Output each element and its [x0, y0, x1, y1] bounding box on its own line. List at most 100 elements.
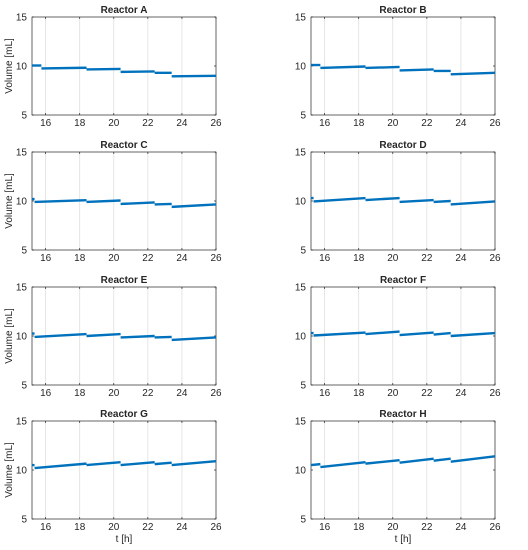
y-tick-label: 10	[295, 332, 307, 343]
x-tick-label: 20	[108, 522, 120, 533]
x-tick-label: 16	[40, 253, 52, 264]
x-tick-label: 26	[489, 522, 501, 533]
y-tick-label: 10	[16, 62, 28, 73]
x-tick-label: 26	[489, 253, 501, 264]
series-line-segment	[120, 201, 155, 206]
x-tick-label: 20	[387, 253, 399, 264]
series-line-segment	[450, 331, 496, 338]
volume-series	[311, 196, 496, 206]
y-tick-label: 5	[21, 111, 27, 122]
series-line-segment	[399, 198, 434, 204]
series-line-segment	[171, 336, 217, 342]
series-line-segment	[171, 203, 217, 209]
subplot-8: 16 18 20 22 24 26 5 10 15 Reactor H t [h]	[295, 409, 501, 545]
x-tick-label: 22	[142, 388, 154, 399]
x-tick-label: 18	[353, 388, 365, 399]
subplot-6: 16 18 20 22 24 26 5 10 15 Reactor F	[295, 275, 501, 399]
x-axis-label: t [h]	[116, 534, 133, 545]
x-axis-label: t [h]	[395, 534, 412, 545]
y-tick-label: 15	[295, 13, 307, 24]
series-line-segment	[313, 331, 366, 337]
y-tick-label: 5	[300, 381, 306, 392]
y-tick-label: 15	[295, 283, 307, 294]
x-tick-label: 16	[319, 522, 331, 533]
x-tick-label: 24	[455, 522, 467, 533]
plot-area	[32, 17, 216, 115]
series-line-segment	[365, 196, 400, 202]
x-tick-label: 20	[108, 118, 120, 129]
x-tick-label: 24	[176, 522, 188, 533]
x-tick-label: 18	[353, 522, 365, 533]
series-line-segment	[450, 455, 496, 463]
x-tick-label: 16	[40, 388, 52, 399]
x-tick-label: 26	[210, 522, 222, 533]
plot-area	[311, 17, 495, 115]
volume-series	[310, 455, 496, 469]
x-tick-label: 20	[108, 388, 120, 399]
series-line-segment	[433, 199, 451, 204]
series-line-segment	[450, 71, 496, 76]
subplot-title: Reactor D	[379, 140, 426, 151]
x-tick-label: 26	[210, 118, 222, 129]
x-tick-label: 24	[455, 118, 467, 129]
y-tick-label: 15	[16, 417, 28, 428]
subplot-2: 16 18 20 22 24 26 5 10 15 Reactor B	[295, 5, 501, 129]
y-tick-label: 5	[300, 246, 306, 257]
series-line-segment	[320, 65, 366, 70]
y-axis-label: Volume [mL]	[4, 308, 15, 364]
y-tick-label: 15	[16, 283, 28, 294]
series-line-segment	[34, 199, 87, 204]
series-line-segment	[399, 68, 434, 72]
series-line-segment	[365, 330, 400, 336]
series-line-segment	[320, 460, 366, 469]
y-tick-label: 10	[295, 197, 307, 208]
x-tick-label: 26	[489, 118, 501, 129]
series-line-segment	[171, 459, 217, 467]
y-tick-label: 15	[16, 148, 28, 159]
x-tick-label: 22	[142, 253, 154, 264]
plot-area	[32, 421, 216, 519]
subplot-title: Reactor C	[100, 140, 147, 151]
y-tick-label: 5	[21, 515, 27, 526]
series-line-segment	[41, 66, 87, 70]
series-line-segment	[450, 200, 496, 206]
x-tick-label: 26	[489, 388, 501, 399]
subplot-title: Reactor G	[100, 409, 148, 420]
y-tick-label: 10	[16, 197, 28, 208]
y-tick-label: 15	[295, 148, 307, 159]
y-tick-label: 15	[16, 13, 28, 24]
subplot-3: 16 18 20 22 24 26 5 10 15 Reactor C Volume [mL]	[4, 140, 222, 264]
volume-series	[32, 197, 217, 209]
volume-series	[32, 64, 217, 78]
x-tick-label: 20	[387, 522, 399, 533]
volume-series	[32, 332, 217, 342]
subplot-title: Reactor E	[101, 275, 148, 286]
x-tick-label: 18	[74, 522, 86, 533]
x-tick-label: 16	[40, 522, 52, 533]
series-line-segment	[365, 65, 400, 70]
x-tick-label: 24	[455, 388, 467, 399]
series-line-segment	[120, 460, 155, 467]
y-tick-label: 5	[21, 246, 27, 257]
x-tick-label: 16	[319, 253, 331, 264]
y-axis-label: Volume [mL]	[4, 442, 15, 498]
volume-series	[311, 330, 496, 338]
series-line-segment	[86, 332, 121, 338]
volume-series	[311, 63, 496, 76]
x-tick-label: 16	[319, 388, 331, 399]
series-line-segment	[313, 196, 366, 203]
subplot-7: 16 18 20 22 24 26 5 10 15 Reactor G Volume [mL] t […	[4, 409, 222, 545]
y-tick-label: 10	[16, 332, 28, 343]
x-tick-label: 24	[176, 118, 188, 129]
subplot-title: Reactor B	[379, 5, 426, 16]
x-tick-label: 22	[421, 118, 433, 129]
y-axis-label: Volume [mL]	[4, 173, 15, 229]
y-tick-label: 15	[295, 417, 307, 428]
x-tick-label: 22	[142, 118, 154, 129]
x-tick-label: 20	[108, 253, 120, 264]
x-tick-label: 20	[387, 388, 399, 399]
x-tick-label: 22	[421, 388, 433, 399]
x-tick-label: 24	[455, 253, 467, 264]
series-line-segment	[154, 461, 172, 466]
